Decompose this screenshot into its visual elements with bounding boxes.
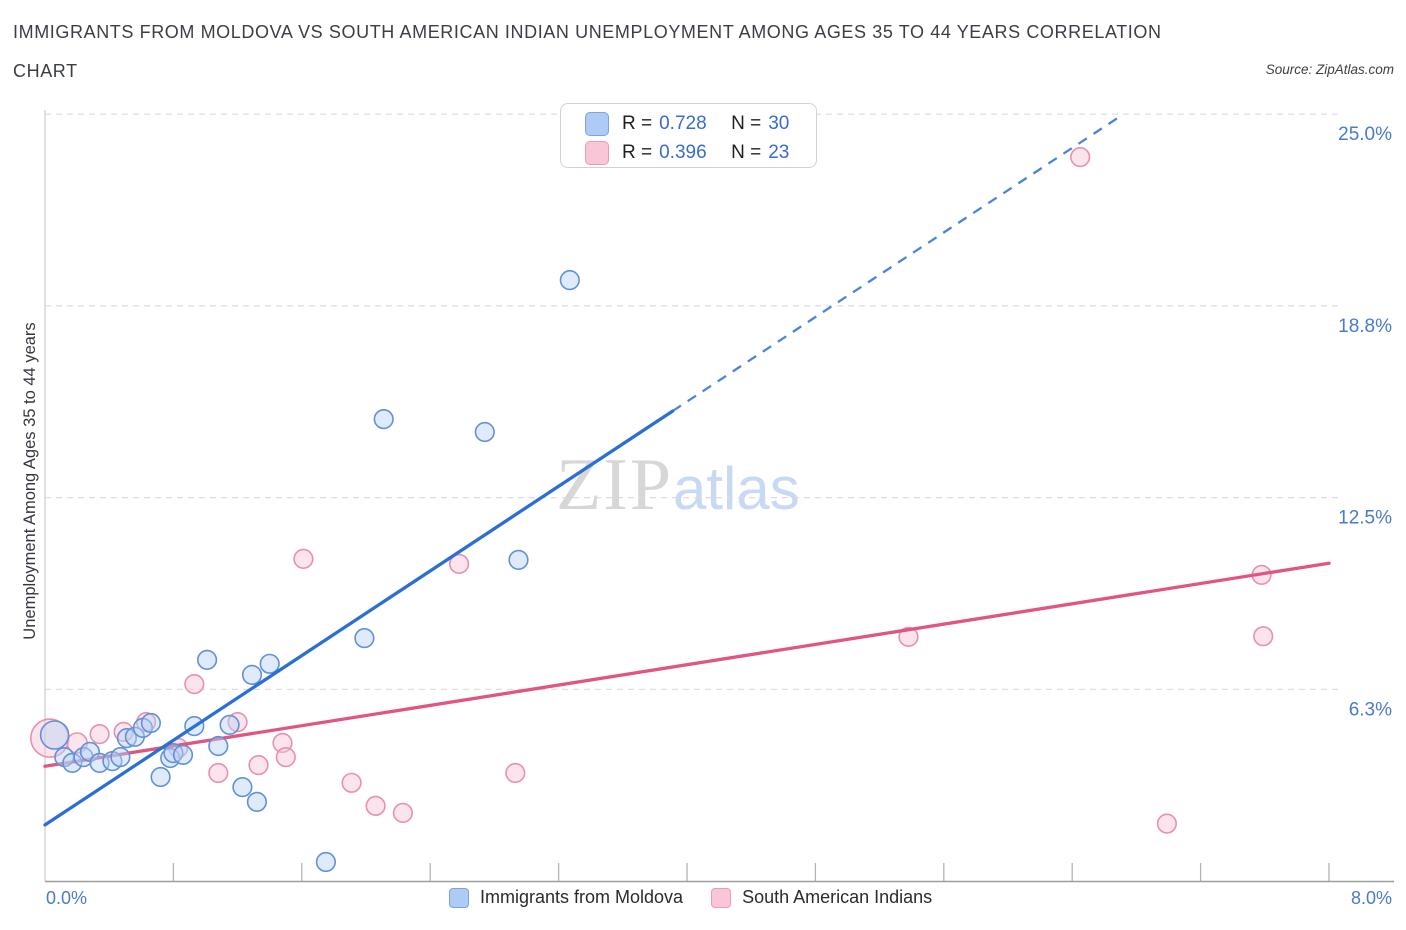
- south-american-indians-legend-label: South American Indians: [742, 887, 933, 907]
- page-title-line2: CHART: [13, 61, 78, 81]
- scatter-point-immigrants-from-moldova: [150, 766, 171, 788]
- r-label: R =: [622, 142, 653, 163]
- x-axis-min-label: 0.0%: [46, 888, 88, 908]
- scatter-point-south-american-indians: [184, 673, 205, 695]
- scatter-point-immigrants-from-moldova: [354, 627, 375, 649]
- n-value-south-american-indians: 23: [768, 142, 790, 163]
- scatter-point-south-american-indians: [898, 626, 919, 648]
- moldova-swatch: [585, 112, 609, 136]
- n-value-moldova: 30: [768, 113, 790, 134]
- r-value-south-american-indians: 0.396: [659, 142, 707, 163]
- scatter-point-south-american-indians: [449, 553, 470, 575]
- trend-line-immigrants-from-moldova: [43, 409, 675, 827]
- scatter-point-immigrants-from-moldova: [110, 746, 131, 768]
- scatter-point-immigrants-from-moldova: [246, 791, 267, 813]
- scatter-point-immigrants-from-moldova: [197, 649, 218, 671]
- y-tick-label: 18.8%: [1338, 316, 1392, 337]
- legend-row-south-american-indians: R = 0.396 N = 23: [585, 140, 816, 166]
- correlation-legend-box: R = 0.728 N = 30 R = 0.396 N = 23: [560, 103, 817, 168]
- y-tick-label: 6.3%: [1349, 699, 1392, 720]
- watermark-atlas-text: atlas: [673, 455, 800, 522]
- scatter-point-immigrants-from-moldova: [559, 270, 580, 291]
- legend-item-south-american-indians: South American Indians: [711, 887, 932, 908]
- scatter-point-immigrants-from-moldova: [208, 735, 229, 757]
- scatter-point-south-american-indians: [89, 723, 110, 745]
- scatter-point-immigrants-from-moldova: [315, 851, 337, 873]
- moldova-legend-label: Immigrants from Moldova: [480, 887, 684, 907]
- moldova-legend-swatch: [449, 887, 469, 908]
- x-axis-max-label: 8.0%: [1350, 888, 1392, 908]
- scatter-point-immigrants-from-moldova: [219, 714, 240, 736]
- scatter-point-south-american-indians: [392, 802, 414, 824]
- y-axis-title: Unemployment Among Ages 35 to 44 years: [21, 322, 39, 640]
- r-label: R =: [622, 113, 653, 134]
- scatter-point-immigrants-from-moldova: [140, 712, 161, 734]
- n-label: N =: [731, 113, 762, 134]
- legend-item-moldova: Immigrants from Moldova: [449, 887, 683, 908]
- trend-line-south-american-indians: [43, 561, 1331, 768]
- scatter-point-south-american-indians: [208, 762, 229, 784]
- source-attribution: Source: ZipAtlas.com: [1265, 62, 1394, 77]
- series-legend: Immigrants from Moldova South American I…: [449, 887, 932, 908]
- zipatlas-watermark: ZIPatlas: [556, 448, 800, 522]
- r-value-moldova: 0.728: [659, 113, 707, 134]
- scatter-point-south-american-indians: [505, 762, 526, 784]
- scatter-point-immigrants-from-moldova: [39, 720, 70, 750]
- scatter-point-south-american-indians: [248, 754, 269, 776]
- scatter-point-immigrants-from-moldova: [172, 744, 194, 766]
- scatter-point-south-american-indians: [1070, 147, 1091, 168]
- scatter-point-south-american-indians: [365, 795, 386, 817]
- scatter-point-south-american-indians: [275, 746, 296, 768]
- scatter-point-immigrants-from-moldova: [232, 776, 253, 798]
- scatter-point-south-american-indians: [293, 548, 314, 570]
- scatter-point-immigrants-from-moldova: [373, 409, 394, 430]
- scatter-point-immigrants-from-moldova: [116, 727, 137, 749]
- south-american-indians-swatch: [585, 141, 609, 165]
- page-title: IMMIGRANTS FROM MOLDOVA VS SOUTH AMERICA…: [13, 22, 1162, 42]
- scatter-point-immigrants-from-moldova: [62, 752, 83, 774]
- scatter-point-south-american-indians: [341, 772, 362, 793]
- legend-row-moldova: R = 0.728 N = 30: [585, 111, 816, 137]
- south-american-indians-legend-swatch: [711, 887, 732, 908]
- scatter-point-immigrants-from-moldova: [508, 549, 529, 571]
- scatter-point-immigrants-from-moldova: [259, 653, 280, 674]
- watermark-zip-text: ZIP: [556, 444, 673, 526]
- scatter-point-south-american-indians: [1156, 813, 1177, 834]
- y-tick-label: 25.0%: [1338, 124, 1392, 145]
- scatter-point-south-american-indians: [227, 711, 248, 733]
- y-tick-label: 12.5%: [1338, 508, 1392, 529]
- scatter-point-immigrants-from-moldova: [241, 664, 263, 686]
- scatter-point-immigrants-from-moldova: [474, 421, 495, 443]
- n-label: N =: [731, 142, 762, 163]
- scatter-point-south-american-indians: [1253, 626, 1274, 647]
